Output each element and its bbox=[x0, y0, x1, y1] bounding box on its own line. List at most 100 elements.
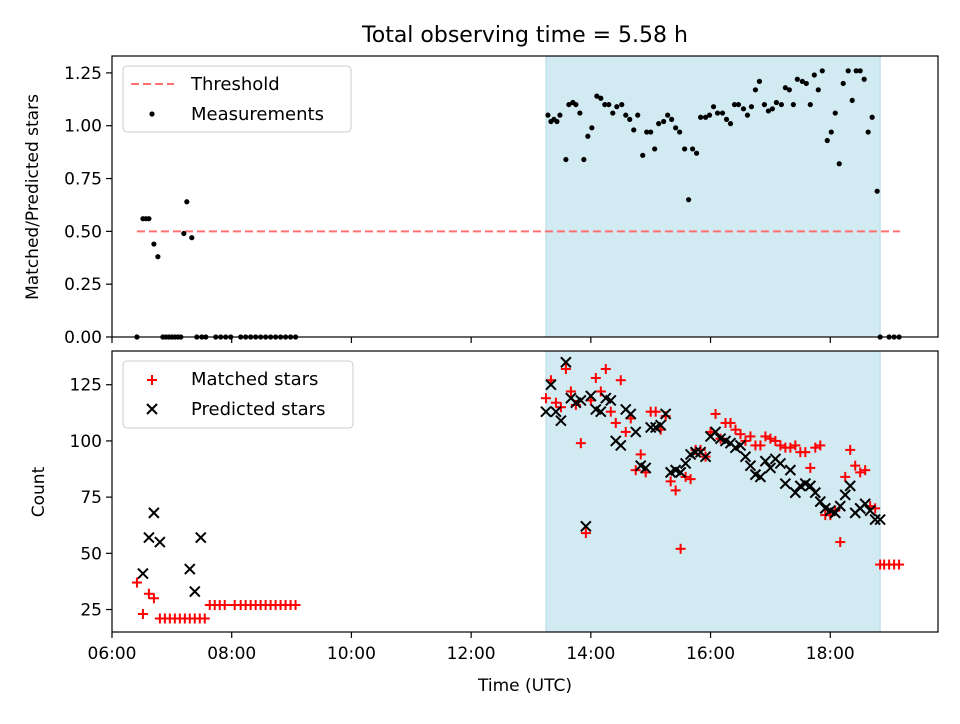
matched-star-point bbox=[770, 435, 781, 446]
measurement-point bbox=[819, 68, 825, 74]
measurement-point bbox=[740, 106, 747, 112]
matched-star-point bbox=[760, 431, 771, 442]
predicted-star-point bbox=[774, 457, 787, 470]
predicted-star-point bbox=[550, 405, 562, 418]
predicted-star-point bbox=[659, 408, 672, 420]
matched-star-point bbox=[745, 431, 756, 442]
matched-star-point bbox=[550, 397, 561, 408]
count-panel: 25 50 75 100 125 06:00 08:00 10:00 12:00 14:00 16… bbox=[29, 350, 939, 696]
matched-star-point bbox=[540, 393, 551, 404]
measurement-point bbox=[623, 112, 629, 118]
measurement-point bbox=[665, 112, 671, 118]
matched-star-point bbox=[131, 577, 142, 588]
ratio-y-axis-label: Matched/Predicted stars bbox=[23, 94, 43, 300]
matched-star-point bbox=[805, 462, 816, 473]
measurement-point bbox=[845, 68, 851, 74]
count-legend: Matched stars Predicted stars bbox=[122, 360, 354, 429]
measurement-point bbox=[748, 104, 755, 110]
measurement-point bbox=[735, 101, 742, 108]
measurement-point bbox=[627, 116, 633, 122]
x-tick-label: 08:00 bbox=[207, 644, 256, 664]
measurement-point bbox=[606, 101, 612, 108]
predicted-star-point bbox=[540, 405, 552, 418]
measurement-point bbox=[706, 112, 713, 118]
measurement-point bbox=[719, 110, 726, 116]
measurement-point bbox=[803, 80, 809, 87]
measurement-point bbox=[778, 101, 784, 108]
matched-star-point bbox=[219, 600, 230, 611]
measurement-point bbox=[589, 125, 595, 131]
ratio-panel-frame bbox=[111, 55, 939, 338]
measurement-point bbox=[693, 150, 700, 156]
predicted-star-point bbox=[195, 531, 207, 544]
y-tick-label: 125 bbox=[70, 376, 102, 396]
predicted-star-point bbox=[644, 421, 657, 434]
measurement-point bbox=[648, 129, 654, 135]
predicted-star-point bbox=[744, 459, 757, 472]
matched-star-point bbox=[575, 438, 586, 449]
measurement-point bbox=[727, 121, 734, 127]
count-y-axis-ticks: 25 50 75 100 125 bbox=[70, 376, 112, 621]
measurement-point bbox=[577, 110, 583, 116]
y-tick-label: 50 bbox=[80, 544, 102, 564]
x-tick-label: 16:00 bbox=[686, 644, 735, 664]
matched-star-point bbox=[290, 600, 301, 611]
measurement-point bbox=[773, 99, 779, 106]
predicted-star-point bbox=[560, 356, 572, 368]
measurement-point bbox=[731, 101, 738, 108]
measurement-point bbox=[686, 197, 692, 203]
measurement-point bbox=[869, 114, 875, 120]
count-panel-frame bbox=[111, 350, 939, 633]
predicted-star-point bbox=[784, 464, 797, 476]
matched-star-point bbox=[610, 417, 621, 428]
measurement-point bbox=[585, 133, 591, 139]
matched-star-point bbox=[800, 447, 811, 458]
matched-star-point bbox=[685, 474, 696, 485]
predicted-star-point bbox=[734, 439, 747, 452]
predicted-star-point bbox=[869, 513, 881, 526]
predicted-star-point bbox=[834, 500, 846, 512]
measurement-point bbox=[184, 199, 190, 205]
predicted-star-point bbox=[839, 489, 851, 501]
predicted-star-point bbox=[859, 498, 871, 510]
predicted-star-point bbox=[779, 477, 792, 490]
measurement-point bbox=[824, 137, 830, 144]
predicted-star-point bbox=[764, 462, 777, 474]
measurement-point bbox=[756, 78, 763, 84]
matched-star-point bbox=[710, 408, 721, 419]
matched-star-point bbox=[735, 429, 746, 440]
matched-star-point bbox=[860, 465, 871, 476]
matched-star-point bbox=[790, 440, 801, 451]
matched-star-point bbox=[137, 609, 148, 620]
measurement-point bbox=[189, 235, 195, 241]
matched-star-point bbox=[560, 363, 571, 374]
measurement-point bbox=[619, 101, 625, 108]
y-tick-label: 25 bbox=[80, 601, 102, 621]
matched-star-point bbox=[620, 426, 631, 437]
matched-star-point bbox=[650, 406, 661, 417]
measurement-point bbox=[652, 146, 658, 152]
measurement-point bbox=[702, 114, 709, 120]
measurement-point bbox=[697, 114, 704, 120]
x-axis-label: Time (UTC) bbox=[477, 676, 572, 696]
measurement-point bbox=[614, 104, 620, 110]
matched-star-point bbox=[855, 467, 866, 478]
predicted-star-point bbox=[709, 426, 722, 438]
matched-star-point bbox=[785, 442, 796, 453]
matched-star-point bbox=[730, 424, 741, 435]
matched-star-point bbox=[845, 444, 856, 455]
matched-star-point bbox=[815, 440, 826, 451]
measurement-points bbox=[134, 68, 902, 340]
measurement-point bbox=[545, 112, 551, 118]
matched-star-point bbox=[615, 375, 626, 386]
predicted-star-point bbox=[595, 405, 607, 418]
measurement-point bbox=[765, 108, 772, 114]
matched-star-point bbox=[850, 460, 861, 471]
matched-star-point bbox=[835, 537, 846, 548]
predicted-star-point bbox=[829, 507, 841, 519]
legend-matched-swatch bbox=[147, 375, 157, 385]
measurement-point bbox=[832, 110, 838, 116]
x-tick-label: 12:00 bbox=[447, 644, 496, 664]
measurement-point bbox=[807, 101, 813, 108]
predicted-star-point bbox=[804, 480, 817, 492]
